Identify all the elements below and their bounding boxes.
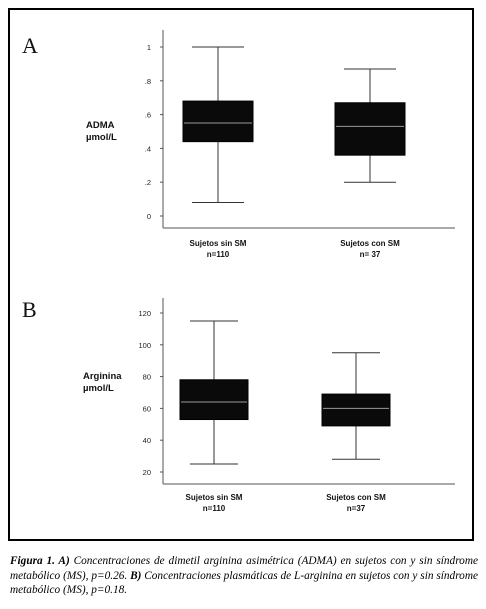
y-tick-label-b-4: 40 xyxy=(143,436,151,445)
box-b-0 xyxy=(179,379,249,421)
box-a-1 xyxy=(334,102,406,156)
y-tick-label-b-2: 80 xyxy=(143,373,151,382)
x-label-b-1-line1: Sujetos con SM xyxy=(326,493,386,502)
caption-part-b: Concentraciones plasmáticas de L-arginin… xyxy=(10,569,478,597)
caption-part-a: Concentraciones de dimetil arginina asim… xyxy=(10,555,478,582)
y-tick-label-b-1: 100 xyxy=(138,341,151,350)
x-label-b-0: Sujetos sin SM n=110 xyxy=(154,492,274,514)
y-axis-label-b: Arginina µmol/L xyxy=(83,371,122,395)
y-tick-label-a-5: 0 xyxy=(147,212,151,221)
y-tick-label-a-3: .4 xyxy=(145,144,151,153)
y-tick-label-b-0: 120 xyxy=(138,309,151,318)
box-b-1 xyxy=(321,393,391,427)
y-tick-label-b-5: 20 xyxy=(143,468,151,477)
figure-caption: Figura 1. A) Concentraciones de dimetil … xyxy=(10,554,478,598)
x-label-b-1-line2: n=37 xyxy=(346,504,366,513)
box-a-0 xyxy=(182,100,254,143)
y-axis-label-a-line2: µmol/L xyxy=(86,132,117,143)
caption-lead-a: Figura 1. A) xyxy=(10,555,70,567)
x-label-a-1-line2: n= 37 xyxy=(359,250,381,259)
y-tick-label-b-3: 60 xyxy=(143,404,151,413)
y-axis-label-b-line2: µmol/L xyxy=(83,383,114,394)
x-label-b-0-line1: Sujetos sin SM xyxy=(185,493,243,502)
x-label-a-1-line1: Sujetos con SM xyxy=(340,239,400,248)
y-axis-label-a: ADMA µmol/L xyxy=(86,120,117,144)
y-axis-label-a-line1: ADMA xyxy=(86,120,115,131)
x-label-b-1: Sujetos con SM n=37 xyxy=(296,492,416,514)
panel-label-b: B xyxy=(22,297,37,322)
x-label-a-0-line1: Sujetos sin SM xyxy=(189,239,247,248)
x-label-a-0-line2: n=110 xyxy=(206,250,230,259)
x-label-b-0-line2: n=110 xyxy=(202,504,226,513)
x-label-a-1: Sujetos con SM n= 37 xyxy=(310,238,430,260)
y-tick-label-a-0: 1 xyxy=(147,43,151,52)
y-axis-label-b-line1: Arginina xyxy=(83,371,122,382)
y-tick-label-a-1: .8 xyxy=(145,77,151,86)
y-tick-label-a-2: .6 xyxy=(145,111,151,120)
panel-label-a: A xyxy=(22,33,38,58)
y-tick-label-a-4: .2 xyxy=(145,178,151,187)
caption-lead-b: B) xyxy=(130,569,142,582)
figure-frame xyxy=(8,8,474,541)
x-label-a-0: Sujetos sin SM n=110 xyxy=(158,238,278,260)
